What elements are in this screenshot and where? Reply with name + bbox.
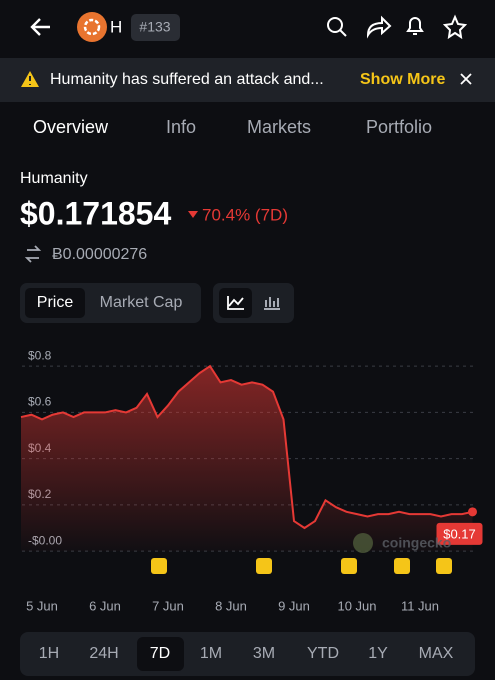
x-tick-label: 11 Jun (401, 598, 439, 613)
down-arrow (188, 211, 198, 218)
tab-portfolio[interactable]: Portfolio (366, 117, 432, 137)
header-icons (327, 14, 468, 40)
x-tick-label: 9 Jun (278, 598, 310, 613)
range-option[interactable]: 1Y (368, 645, 388, 662)
style-selected (219, 288, 252, 318)
back-button[interactable] (30, 18, 50, 36)
event-markers (151, 558, 452, 574)
range-option[interactable]: 7D (150, 645, 170, 662)
range-option[interactable]: 3M (253, 645, 275, 662)
coin-logo-ring (83, 18, 101, 36)
price: $0.171854 (20, 195, 171, 231)
toggle-selected (25, 288, 85, 318)
rank-badge (131, 14, 180, 41)
last-point (468, 507, 477, 517)
coin-logo (77, 12, 107, 42)
range-option[interactable]: YTD (307, 645, 339, 662)
coin-name: Humanity (20, 170, 88, 187)
coin-symbol: H (110, 17, 122, 36)
range-option[interactable]: MAX (419, 645, 454, 662)
line-style-icon[interactable] (227, 296, 244, 310)
rank: #133 (139, 19, 170, 35)
swap-icon (24, 245, 42, 263)
x-tick-label: 5 Jun (26, 598, 58, 613)
tab-markets[interactable]: Markets (247, 117, 311, 137)
show-more[interactable]: Show More (360, 71, 445, 88)
share-icon[interactable] (366, 15, 392, 39)
close-banner[interactable] (460, 73, 472, 85)
tab-overview[interactable]: Overview (33, 117, 109, 137)
range-option[interactable]: 1H (39, 645, 59, 662)
watermark: coingecko (382, 535, 451, 551)
watermark-logo (353, 533, 373, 553)
range-option[interactable]: 1M (200, 645, 222, 662)
x-tick-label: 6 Jun (89, 598, 121, 613)
search-icon[interactable] (327, 17, 343, 33)
y-tick-label: $0.8 (28, 348, 52, 362)
x-tick-label: 7 Jun (152, 598, 184, 613)
toggle-market-cap[interactable]: Market Cap (100, 294, 183, 311)
range-bar (20, 632, 475, 676)
value-label: $0.17 (443, 526, 476, 541)
range-option[interactable]: 24H (89, 645, 118, 662)
price-area (21, 366, 473, 552)
alert-text: Humanity has suffered an attack and... (50, 71, 324, 88)
watchlist-icon[interactable] (442, 14, 468, 40)
tab-info[interactable]: Info (166, 117, 196, 137)
price-line (20, 364, 473, 530)
x-tick-label: 8 Jun (215, 598, 247, 613)
bell-icon[interactable] (406, 17, 424, 35)
x-tick-label: 10 Jun (337, 598, 376, 613)
price-change: 70.4% (7D) (202, 205, 288, 224)
candle-style-icon[interactable] (264, 297, 280, 310)
toggle-price[interactable]: Price (37, 294, 74, 311)
y-tick-label: $0.6 (28, 395, 52, 409)
btc-price: Ƀ0.00000276 (52, 246, 147, 263)
alert-banner (0, 58, 495, 102)
range-selected (137, 637, 184, 671)
value-label-box (436, 522, 483, 545)
